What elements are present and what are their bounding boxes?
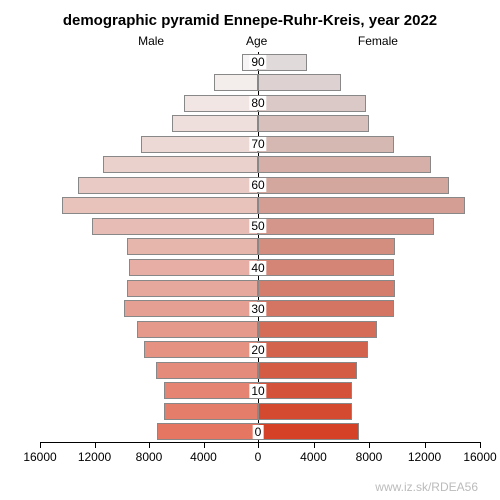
male-bar [172,115,258,132]
female-header-label: Female [358,34,398,48]
male-bar [141,136,258,153]
male-bar [92,218,258,235]
bar-row [40,319,480,340]
x-tick-label: 8000 [356,450,383,464]
female-bar [258,95,366,112]
x-axis: 0400040008000800012000120001600016000 [40,442,480,472]
female-bar [258,341,368,358]
female-bar [258,238,395,255]
female-bar [258,115,369,132]
bar-row [40,237,480,258]
x-tick [95,442,96,448]
x-tick [425,442,426,448]
male-bar [137,321,258,338]
age-axis-label: 40 [249,261,266,275]
female-bar [258,321,377,338]
bar-row [40,360,480,381]
pyramid-plot-area: 0 10 20 30 40 50 60 70 80 90 [40,52,480,442]
x-tick-label: 0 [255,450,262,464]
x-tick-label: 8000 [136,450,163,464]
x-tick [204,442,205,448]
age-axis-label: 90 [249,55,266,69]
x-tick [480,442,481,448]
female-bar [258,382,352,399]
x-tick-label: 4000 [190,450,217,464]
male-bar [129,259,258,276]
female-bar [258,74,341,91]
male-bar [103,156,258,173]
bar-row [40,155,480,176]
male-bar [62,197,258,214]
male-bar [127,238,258,255]
male-header-label: Male [138,34,164,48]
female-bar [258,403,352,420]
bar-row [40,278,480,299]
age-header-label: Age [246,34,267,48]
age-axis-label: 80 [249,96,266,110]
male-bar [157,423,258,440]
chart-title: demographic pyramid Ennepe-Ruhr-Kreis, y… [0,12,500,29]
age-axis-label: 50 [249,219,266,233]
female-bar [258,423,359,440]
age-axis-label: 70 [249,137,266,151]
x-tick [314,442,315,448]
age-axis-label: 0 [253,425,264,439]
male-bar [127,280,258,297]
male-bar [214,74,258,91]
male-bar [78,177,258,194]
female-bar [258,362,357,379]
age-axis-label: 20 [249,343,266,357]
male-bar [144,341,258,358]
female-bar [258,280,395,297]
x-tick [258,442,259,448]
male-bar [124,300,258,317]
female-bar [258,197,465,214]
female-bar [258,156,431,173]
x-tick [40,442,41,448]
female-bar [258,300,394,317]
female-bar [258,177,449,194]
female-bar [258,136,394,153]
female-bar [258,218,434,235]
x-tick-label: 4000 [300,450,327,464]
watermark-text: www.iz.sk/RDEA56 [375,480,478,494]
x-tick [149,442,150,448]
bar-row [40,114,480,135]
male-bar [164,382,258,399]
x-axis-line [40,442,480,443]
age-axis-label: 60 [249,178,266,192]
age-axis-label: 10 [249,384,266,398]
x-tick-label: 16000 [463,450,496,464]
male-bar [184,95,258,112]
male-bar [156,362,258,379]
bar-row [40,73,480,94]
bar-row [40,401,480,422]
age-axis-label: 30 [249,302,266,316]
x-tick-label: 12000 [408,450,441,464]
x-tick-label: 16000 [23,450,56,464]
bar-row [40,196,480,217]
female-bar [258,259,394,276]
x-tick [369,442,370,448]
x-tick-label: 12000 [78,450,111,464]
chart-container: demographic pyramid Ennepe-Ruhr-Kreis, y… [0,0,500,500]
male-bar [164,403,258,420]
